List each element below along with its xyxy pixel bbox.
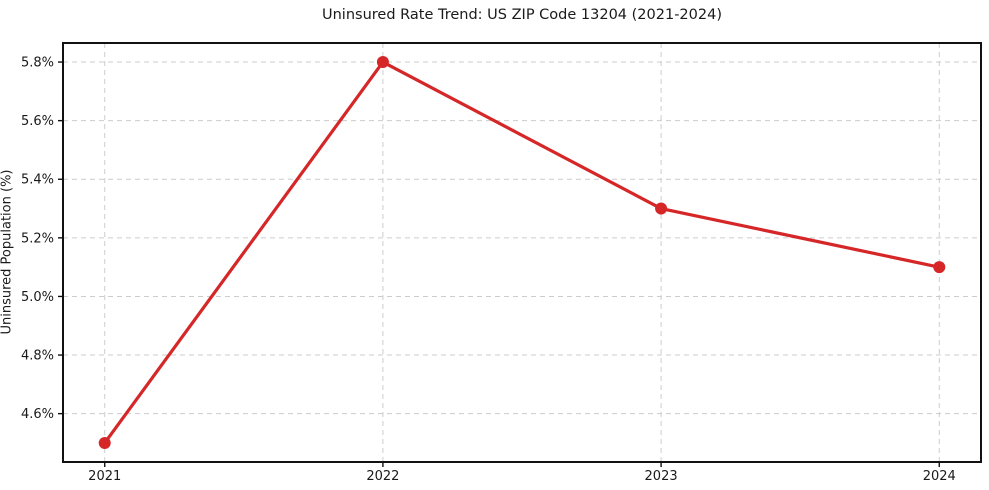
y-tick-label: 5.0% (21, 290, 54, 305)
y-tick-label: 5.8% (21, 56, 54, 71)
y-tick-label: 5.6% (21, 114, 54, 129)
chart-title: Uninsured Rate Trend: US ZIP Code 13204 … (322, 7, 722, 23)
uninsured-rate-line (103, 60, 941, 445)
data-point-2022 (376, 56, 389, 69)
x-tick-label: 2024 (923, 469, 956, 484)
x-tick-label: 2021 (88, 469, 121, 484)
data-point-2023 (655, 202, 668, 215)
x-tick-label: 2023 (645, 469, 678, 484)
data-point-2024 (933, 261, 946, 274)
y-tick-label: 5.2% (21, 231, 54, 246)
plot-border (62, 42, 982, 463)
data-point-2021 (98, 436, 111, 449)
x-tick-label: 2022 (366, 469, 399, 484)
y-tick-label: 4.8% (21, 349, 54, 364)
y-tick-label: 5.4% (21, 173, 54, 188)
y-tick-label: 4.6% (21, 407, 54, 422)
